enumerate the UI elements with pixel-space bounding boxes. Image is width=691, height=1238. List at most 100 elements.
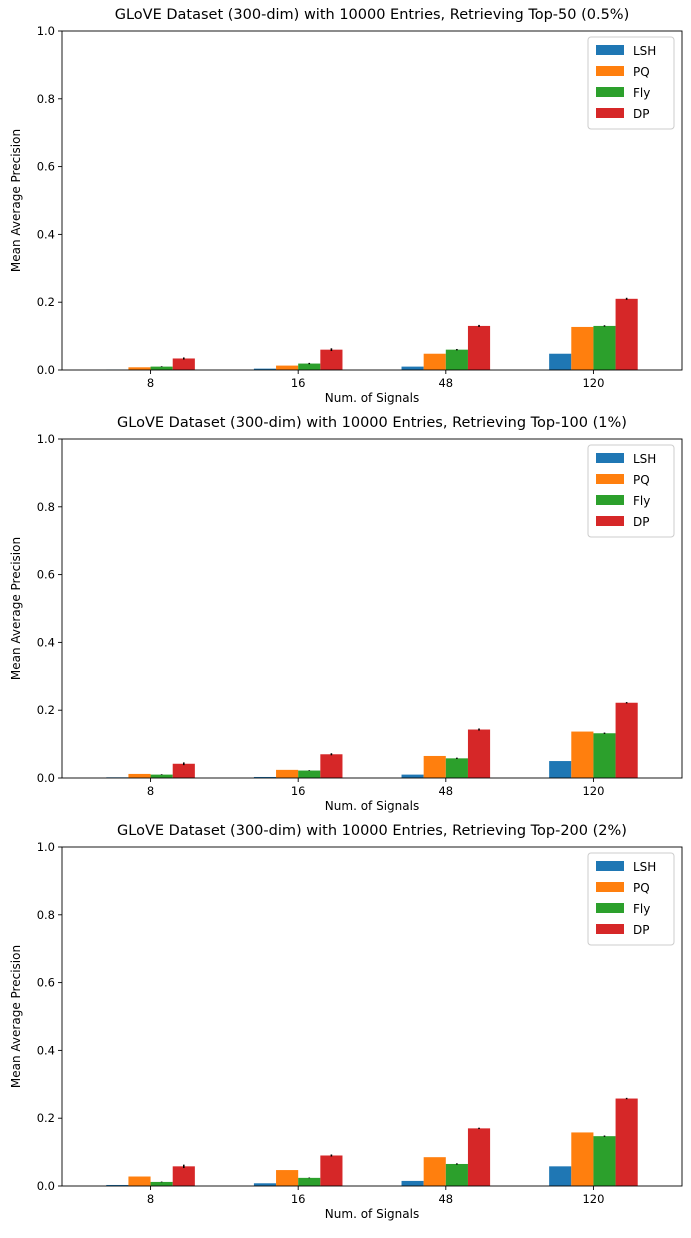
- y-tick-label: 0.4: [37, 227, 55, 241]
- y-tick-label: 0.4: [37, 635, 55, 649]
- legend-swatch-pq: [596, 882, 624, 892]
- plot-frame: [61, 846, 683, 1187]
- legend-swatch-lsh: [596, 453, 624, 463]
- legend: LSH PQ Fly DP: [587, 444, 675, 538]
- bar-pq-48: [423, 353, 446, 370]
- bar-fly-120: [593, 1136, 616, 1186]
- bar-dp-120: [615, 298, 638, 370]
- x-tick-label: 8: [147, 376, 154, 390]
- x-tick-label: 48: [438, 1192, 453, 1206]
- y-tick-label: 1.0: [37, 840, 55, 854]
- x-axis-label: Num. of Signals: [325, 391, 419, 405]
- legend: LSH PQ Fly DP: [587, 852, 675, 946]
- bar-fly-48: [445, 1163, 468, 1186]
- legend-label-lsh: LSH: [633, 44, 656, 58]
- bar-fly-16: [298, 770, 321, 778]
- x-tick-label: 120: [582, 1192, 604, 1206]
- bar-pq-8: [128, 367, 151, 370]
- bar-dp-16: [320, 349, 343, 370]
- bar-pq-16: [276, 1170, 299, 1186]
- legend-swatch-dp: [596, 108, 624, 118]
- bar-pq-120: [571, 326, 594, 370]
- bar-fly-48: [445, 349, 468, 370]
- legend-swatch-lsh: [596, 861, 624, 871]
- legend-box: [587, 444, 675, 538]
- bar-pq-8: [128, 773, 151, 778]
- y-tick-label: 0.0: [37, 771, 55, 785]
- legend-label-fly: Fly: [633, 86, 650, 100]
- y-tick-label: 0.4: [37, 1043, 55, 1057]
- x-tick-label: 8: [147, 1192, 154, 1206]
- bar-dp-8: [172, 763, 195, 778]
- bar-pq-48: [423, 755, 446, 778]
- legend-swatch-lsh: [596, 45, 624, 55]
- bar-dp-16: [320, 754, 343, 778]
- y-tick-label: 0.6: [37, 976, 55, 990]
- bar-dp-48: [467, 1128, 491, 1186]
- bar-fly-48: [445, 758, 468, 778]
- y-tick-label: 0.8: [37, 500, 55, 514]
- y-tick-label: 1.0: [37, 432, 55, 446]
- bar-fly-16: [298, 363, 321, 370]
- bar-fly-8: [150, 1181, 173, 1186]
- legend: LSH PQ Fly DP: [587, 36, 675, 130]
- bar-pq-48: [423, 1157, 446, 1186]
- bar-dp-16: [320, 1155, 343, 1186]
- y-tick-label: 1.0: [37, 24, 55, 38]
- legend-label-fly: Fly: [633, 494, 650, 508]
- x-tick-label: 16: [291, 376, 306, 390]
- bar-dp-120: [615, 1098, 638, 1186]
- bar-dp-48: [467, 729, 491, 778]
- legend-label-fly: Fly: [633, 902, 650, 916]
- bar-lsh-48: [401, 774, 424, 778]
- legend-label-dp: DP: [633, 923, 649, 937]
- bar-dp-8: [172, 358, 195, 370]
- bar-fly-16: [298, 1177, 321, 1186]
- y-tick-label: 0.2: [37, 295, 55, 309]
- chart-title: GLoVE Dataset (300-dim) with 10000 Entri…: [117, 415, 627, 431]
- plot-frame: [61, 30, 683, 371]
- bar-lsh-16: [253, 776, 277, 778]
- y-tick-label: 0.6: [37, 160, 55, 174]
- y-axis-label: Mean Average Precision: [9, 537, 23, 680]
- legend-label-dp: DP: [633, 515, 649, 529]
- y-tick-label: 0.0: [37, 1179, 55, 1193]
- x-axis-label: Num. of Signals: [325, 1207, 419, 1221]
- legend-box: [587, 36, 675, 130]
- bar-pq-120: [571, 1132, 594, 1186]
- bar-lsh-16: [253, 368, 277, 370]
- y-tick-label: 0.8: [37, 92, 55, 106]
- legend-swatch-fly: [596, 903, 624, 913]
- x-tick-label: 16: [291, 1192, 306, 1206]
- x-tick-label: 48: [438, 376, 453, 390]
- bar-dp-120: [615, 702, 638, 778]
- bar-lsh-120: [549, 761, 572, 778]
- bar-fly-8: [150, 774, 173, 778]
- x-tick-label: 8: [147, 784, 154, 798]
- legend-label-lsh: LSH: [633, 452, 656, 466]
- chart-title: GLoVE Dataset (300-dim) with 10000 Entri…: [115, 7, 630, 23]
- bar-pq-120: [571, 731, 594, 778]
- legend-swatch-fly: [596, 87, 624, 97]
- x-axis-label: Num. of Signals: [325, 799, 419, 813]
- y-tick-label: 0.0: [37, 363, 55, 377]
- bar-fly-120: [593, 733, 616, 778]
- bar-lsh-8: [106, 1184, 129, 1186]
- x-tick-label: 120: [582, 784, 604, 798]
- legend-label-lsh: LSH: [633, 860, 656, 874]
- bar-chart-1: GLoVE Dataset (300-dim) with 10000 Entri…: [9, 7, 683, 405]
- y-axis-label: Mean Average Precision: [9, 129, 23, 272]
- legend-swatch-fly: [596, 495, 624, 505]
- bar-lsh-120: [549, 353, 572, 370]
- legend-label-dp: DP: [633, 107, 649, 121]
- legend-label-pq: PQ: [633, 473, 650, 487]
- legend-box: [587, 852, 675, 946]
- bar-dp-48: [467, 325, 491, 370]
- x-tick-label: 16: [291, 784, 306, 798]
- legend-swatch-dp: [596, 924, 624, 934]
- bar-lsh-48: [401, 1180, 424, 1186]
- bar-lsh-48: [401, 366, 424, 370]
- x-tick-label: 120: [582, 376, 604, 390]
- bar-chart-2: GLoVE Dataset (300-dim) with 10000 Entri…: [9, 415, 683, 813]
